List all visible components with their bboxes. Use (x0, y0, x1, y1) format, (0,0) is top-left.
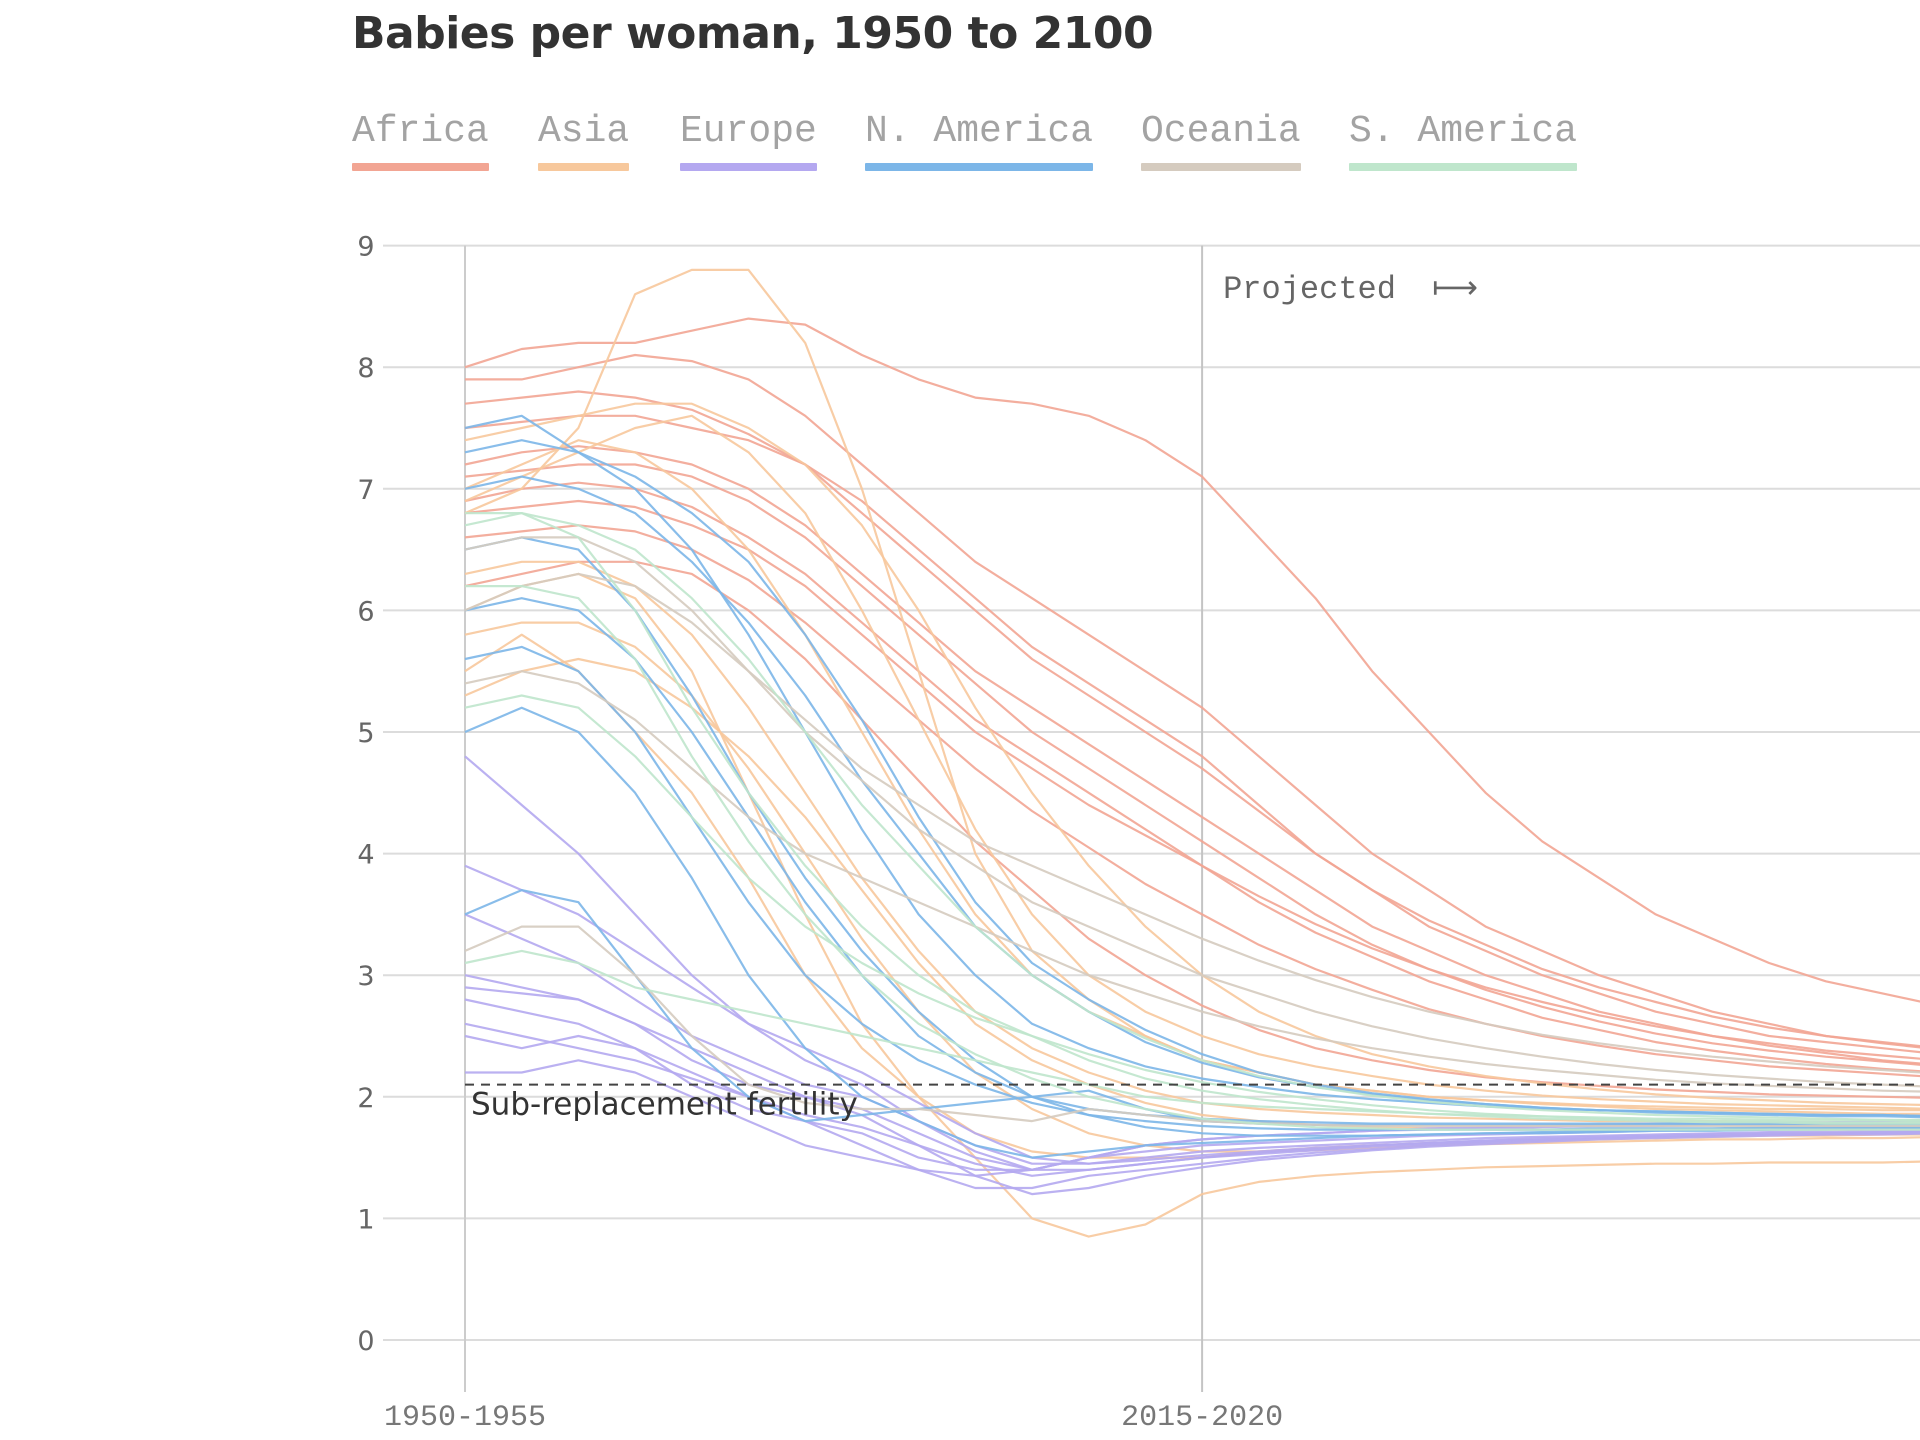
series-line-asia (464, 268, 1920, 1112)
series-line-europe (464, 986, 1920, 1196)
legend-swatch (1141, 163, 1301, 171)
legend-swatch (1349, 163, 1578, 171)
series-line-africa (464, 445, 1920, 1065)
series-line-oceania (464, 536, 1920, 1088)
y-tick-label: 8 (357, 353, 374, 384)
legend-item-n-america[interactable]: N. America (865, 110, 1094, 171)
legend-label: Oceania (1141, 110, 1301, 153)
y-tick-label: 2 (357, 1083, 374, 1114)
y-tick-label: 7 (357, 475, 374, 506)
y-tick-label: 5 (357, 718, 374, 749)
y-tick-label: 0 (357, 1326, 374, 1357)
series-line-africa (464, 560, 1920, 1099)
legend-swatch (865, 163, 1094, 171)
chart-title: Babies per woman, 1950 to 2100 (352, 8, 1154, 59)
series-line-asia (464, 402, 1920, 1106)
x-tick-label: 1950-1955 (384, 1401, 546, 1435)
y-tick-label: 6 (357, 596, 374, 627)
projected-arrow-icon: ⟼ (1432, 271, 1478, 308)
y-tick-label: 9 (357, 232, 374, 263)
replacement-fertility-label: Sub-replacement fertility (471, 1087, 858, 1123)
series-line-n-america (464, 414, 1920, 1117)
legend-swatch (680, 163, 817, 171)
projected-label: Projected (1223, 271, 1396, 308)
series-line-s-america (465, 584, 1920, 1131)
legend-swatch (538, 163, 630, 171)
y-tick-label: 1 (357, 1204, 374, 1235)
series-line-s-america (464, 949, 1920, 1122)
series-line-africa (464, 499, 1920, 1060)
series-line-oceania (464, 670, 1920, 1093)
series-line-oceania (464, 925, 1920, 1128)
series-line-africa (464, 524, 1920, 1078)
legend-label: S. America (1349, 110, 1578, 153)
series-line-asia (464, 572, 1920, 1238)
series-line-africa (464, 481, 1920, 1073)
series-line-asia (464, 414, 1920, 1110)
series-line-europe (464, 913, 1920, 1165)
legend-swatch (352, 163, 489, 171)
legend-item-oceania[interactable]: Oceania (1141, 110, 1301, 171)
legend-item-africa[interactable]: Africa (352, 110, 489, 171)
y-tick-label: 4 (357, 840, 374, 871)
series-line-n-america (464, 645, 1920, 1131)
x-tick-label: 2015-2020 (1121, 1401, 1283, 1435)
series-line-africa (464, 463, 1920, 1066)
series-line-n-america (464, 439, 1920, 1119)
legend-item-asia[interactable]: Asia (538, 110, 630, 171)
legend-label: Asia (538, 110, 630, 153)
series-line-africa (464, 414, 1920, 1054)
legend-item-europe[interactable]: Europe (680, 110, 817, 171)
series-line-africa (464, 390, 1920, 1049)
series-line-europe (464, 864, 1920, 1165)
legend-label: Europe (680, 110, 817, 153)
legend-label: Africa (352, 110, 489, 153)
series-line-s-america (465, 511, 1920, 1125)
series-line-africa (465, 353, 1920, 1048)
y-tick-label: 3 (357, 961, 374, 992)
series-line-s-america (464, 694, 1920, 1124)
series-line-africa (464, 317, 1920, 1003)
legend-label: N. America (865, 110, 1094, 153)
series-line-oceania (464, 572, 1920, 1074)
legend-item-s-america[interactable]: S. America (1349, 110, 1578, 171)
chart-legend: Africa Asia Europe N. America Oceania S. Amer… (352, 110, 1852, 180)
